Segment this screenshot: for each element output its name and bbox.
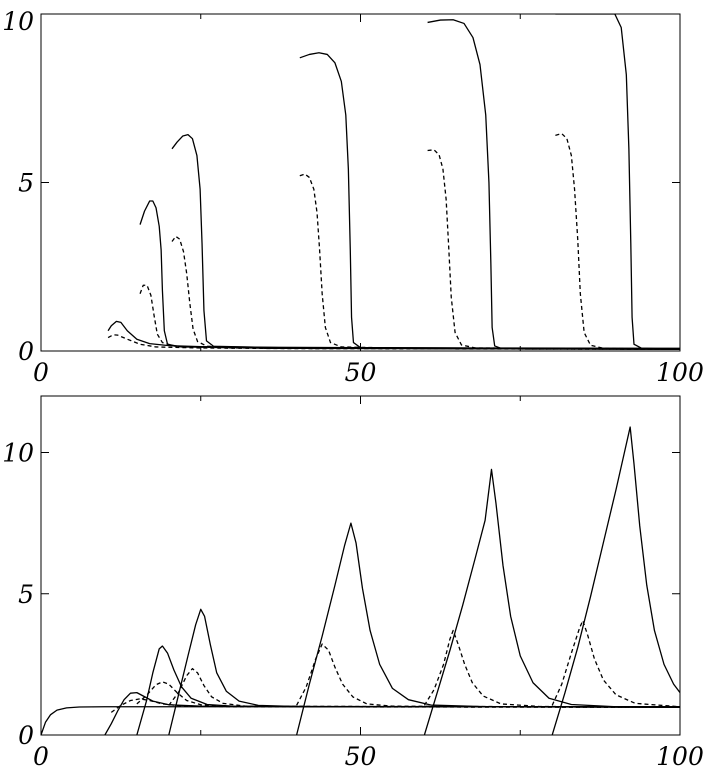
dashed-series-line-1 xyxy=(107,334,680,350)
y-tick-label: 5 xyxy=(18,169,34,198)
dashed-series-line-12 xyxy=(551,619,680,708)
solid-series-line-3 xyxy=(136,645,680,735)
dashed-series-line-7 xyxy=(299,173,680,350)
bottom-panel: 0 50 100 0 5 10 xyxy=(2,395,704,768)
x-tick-label: 0 xyxy=(33,742,49,768)
x-tick-label: 50 xyxy=(345,742,377,768)
y-tick-label: 5 xyxy=(18,580,34,609)
solid-series-line-11 xyxy=(551,426,680,735)
dashed-series-line-5 xyxy=(171,235,680,350)
dashed-series-line-4 xyxy=(136,681,680,708)
solid-series-line-6 xyxy=(299,52,680,350)
dashed-series-line-11 xyxy=(555,132,680,350)
y-tick-label: 0 xyxy=(18,721,34,750)
dashed-series-line-8 xyxy=(296,643,680,708)
solid-series-line-7 xyxy=(295,522,680,735)
x-tick-label: 100 xyxy=(656,358,704,387)
y-tick-label: 0 xyxy=(18,337,34,366)
top-panel: 0 50 100 0 5 10 xyxy=(2,7,704,387)
dashed-series-line-9 xyxy=(427,149,680,350)
x-tick-label: 50 xyxy=(345,358,377,387)
dashed-series-line-2 xyxy=(110,698,680,713)
solid-series-line-4 xyxy=(171,134,680,350)
solid-series-line-0 xyxy=(107,320,680,349)
plot-frame xyxy=(40,13,681,352)
solid-series-line-1 xyxy=(104,691,680,735)
plot-frame xyxy=(40,395,681,736)
solid-series-line-5 xyxy=(168,608,680,735)
y-tick-label: 10 xyxy=(2,7,34,36)
y-tick-label: 10 xyxy=(2,439,34,468)
solid-series-line-9 xyxy=(423,468,680,735)
dashed-series-line-10 xyxy=(423,629,680,708)
solid-series-line-10 xyxy=(555,14,680,350)
x-tick-label: 100 xyxy=(656,742,704,768)
x-tick-label: 0 xyxy=(33,358,49,387)
dashed-series-line-6 xyxy=(168,667,680,708)
dashed-series-line-3 xyxy=(139,284,680,350)
solid-series-line-8 xyxy=(427,19,680,350)
solid-series-line-2 xyxy=(139,200,680,350)
